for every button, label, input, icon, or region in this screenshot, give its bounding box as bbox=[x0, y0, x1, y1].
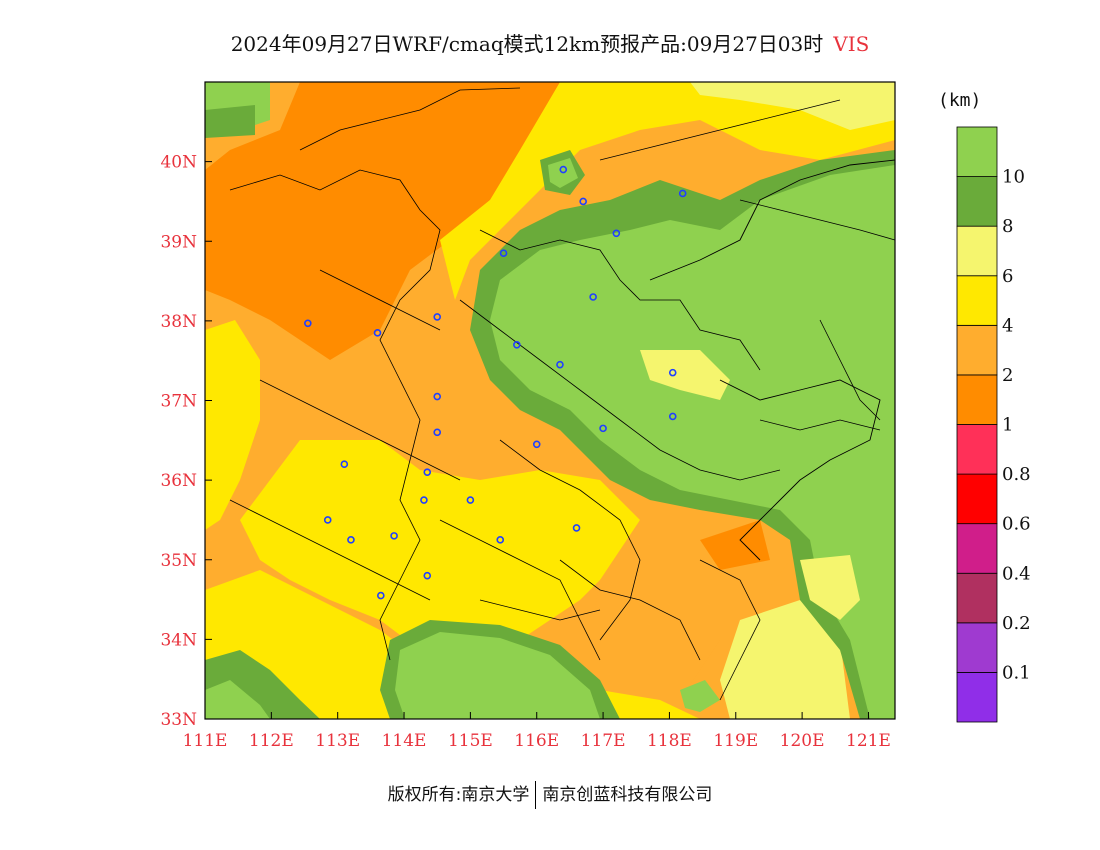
legend-unit: (km) bbox=[938, 90, 982, 111]
legend-bin bbox=[956, 176, 998, 227]
city-marker bbox=[323, 516, 332, 524]
title-main: 2024年09月27日WRF/cmaq模式12km预报产品:09月27日03时 bbox=[230, 32, 824, 56]
legend-label: 1 bbox=[1002, 415, 1013, 436]
lon-tick-label: 120E bbox=[780, 731, 825, 751]
city-marker bbox=[668, 412, 677, 421]
lon-tick-label: 112E bbox=[249, 731, 294, 751]
city-marker bbox=[556, 360, 564, 369]
copyright-footer: 版权所有:南京大学 南京创蓝科技有限公司 bbox=[0, 780, 1100, 809]
lon-tick-label: 119E bbox=[713, 731, 758, 751]
legend-colorbar: 0.1 0.2 0.4 0.6 0.8 1 2 4 6 8 10 bbox=[956, 126, 1031, 723]
city-marker bbox=[559, 165, 568, 174]
legend-label: 6 bbox=[1002, 266, 1013, 287]
legend-bin bbox=[956, 424, 998, 475]
lat-tick-label: 35N bbox=[160, 551, 197, 571]
visibility-field bbox=[205, 82, 895, 719]
lon-tick-label: 114E bbox=[382, 731, 427, 751]
legend-bin bbox=[956, 324, 998, 376]
city-marker bbox=[377, 591, 385, 600]
city-marker bbox=[496, 536, 505, 544]
lat-tick-label: 40N bbox=[160, 153, 197, 173]
lon-tick-label: 121E bbox=[846, 731, 891, 751]
legend-bin bbox=[956, 225, 998, 277]
legend-label: 0.1 bbox=[1002, 662, 1031, 683]
city-marker bbox=[340, 460, 349, 469]
legend-label: 0.8 bbox=[1002, 464, 1031, 485]
legend-label: 0.6 bbox=[1002, 514, 1031, 535]
lat-tick-label: 38N bbox=[160, 312, 197, 332]
legend-label: 4 bbox=[1002, 315, 1013, 336]
lon-tick-label: 118E bbox=[647, 731, 692, 751]
admin-boundaries bbox=[229, 87, 895, 701]
map-title: 2024年09月27日WRF/cmaq模式12km预报产品:09月27日03时 V… bbox=[0, 28, 1100, 57]
lat-tick-label: 34N bbox=[160, 630, 197, 650]
lat-tick-label: 33N bbox=[160, 710, 197, 730]
city-marker bbox=[572, 524, 581, 532]
legend-bin bbox=[956, 126, 998, 177]
title-variable: VIS bbox=[833, 32, 870, 56]
legend-bin bbox=[956, 572, 998, 624]
footer-right: 南京创蓝科技有限公司 bbox=[542, 785, 713, 805]
city-marker bbox=[589, 293, 597, 301]
legend-bin bbox=[956, 523, 998, 574]
city-marker bbox=[532, 440, 541, 449]
lat-tick-label: 37N bbox=[160, 392, 197, 412]
city-marker bbox=[579, 197, 587, 206]
lon-tick-label: 115E bbox=[448, 731, 493, 751]
city-marker bbox=[423, 468, 432, 476]
footer-left: 版权所有:南京大学 bbox=[387, 785, 530, 805]
city-marker bbox=[678, 189, 687, 198]
lon-tick-label: 116E bbox=[514, 731, 559, 751]
legend-label: 10 bbox=[1002, 167, 1025, 188]
city-marker bbox=[433, 313, 442, 321]
lon-tick-label: 111E bbox=[183, 731, 228, 751]
legend-bin bbox=[956, 473, 998, 525]
legend-bin bbox=[956, 374, 998, 425]
city-marker bbox=[304, 319, 312, 328]
legend-bin bbox=[956, 622, 998, 673]
city-markers bbox=[304, 165, 687, 600]
legend-label: 2 bbox=[1002, 365, 1013, 386]
city-marker bbox=[390, 532, 398, 540]
city-marker bbox=[433, 392, 442, 401]
city-marker bbox=[499, 249, 508, 257]
city-marker bbox=[612, 229, 621, 238]
axis-ticks: 111E 112E 113E 114E 115E 116E 117E 118E 119E 120E… bbox=[160, 153, 890, 751]
city-marker bbox=[420, 496, 428, 504]
city-marker bbox=[373, 329, 382, 337]
legend-label: 8 bbox=[1002, 216, 1013, 237]
legend-bin bbox=[956, 672, 998, 723]
legend-label: 0.4 bbox=[1002, 563, 1031, 584]
lat-tick-label: 39N bbox=[160, 232, 197, 252]
city-marker bbox=[668, 368, 677, 377]
city-marker bbox=[599, 424, 607, 433]
city-marker bbox=[347, 536, 355, 544]
city-marker bbox=[433, 428, 442, 437]
lon-tick-label: 113E bbox=[315, 731, 360, 751]
footer-divider bbox=[535, 781, 537, 809]
city-marker bbox=[513, 340, 521, 349]
city-marker bbox=[423, 571, 432, 580]
legend-bin bbox=[956, 275, 998, 326]
lon-tick-label: 117E bbox=[581, 731, 626, 751]
legend-label: 0.2 bbox=[1002, 613, 1031, 634]
city-marker bbox=[466, 496, 475, 504]
lat-tick-label: 36N bbox=[160, 471, 197, 491]
